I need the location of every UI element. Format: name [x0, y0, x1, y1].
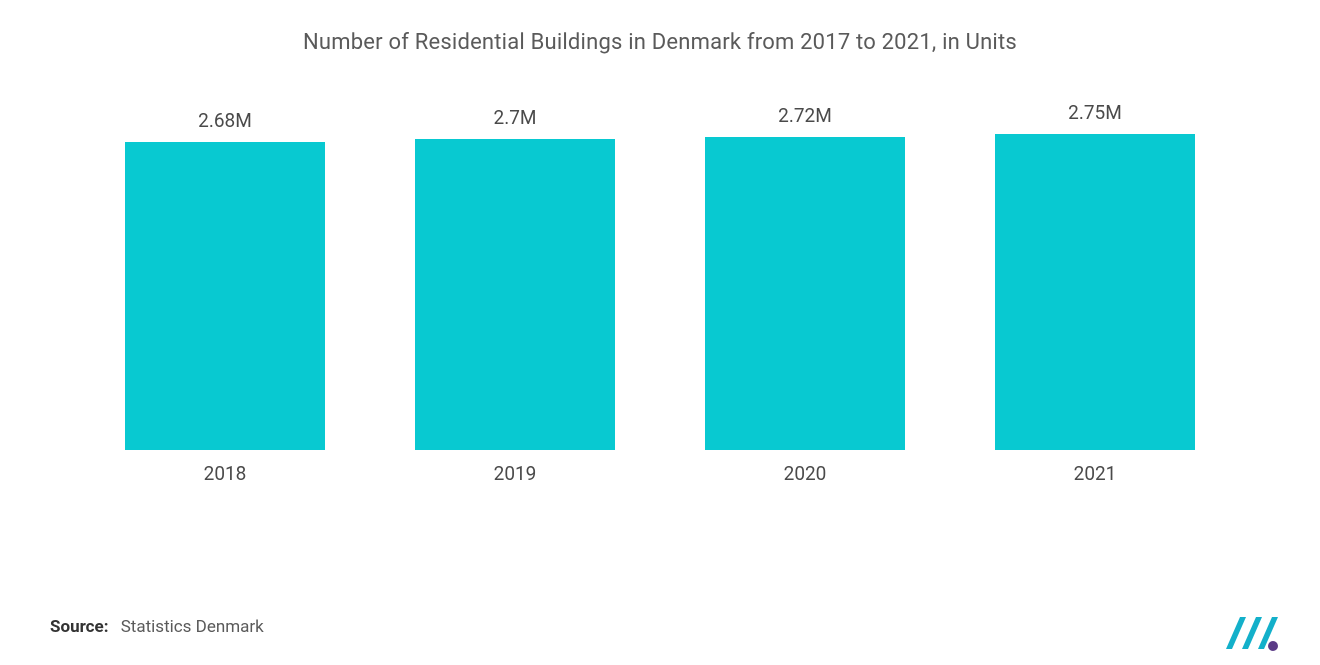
bar-category-label: 2020 — [784, 462, 827, 485]
source-line: Source: Statistics Denmark — [50, 617, 264, 637]
logo-bar-1 — [1226, 617, 1246, 649]
source-text: Statistics Denmark — [121, 617, 264, 637]
bar-category-label: 2021 — [1074, 462, 1117, 485]
logo-dot — [1268, 641, 1278, 651]
bar-category-label: 2018 — [204, 462, 247, 485]
bar-rect — [125, 142, 325, 450]
bar-rect — [995, 134, 1195, 450]
bar-rect — [705, 137, 905, 450]
bars-row: 2.68M 2018 2.7M 2019 2.72M 2020 2.75M 20… — [50, 125, 1270, 485]
chart-title: Number of Residential Buildings in Denma… — [50, 30, 1270, 55]
logo-bar-2 — [1242, 617, 1262, 649]
bar-group-0: 2.68M 2018 — [125, 109, 325, 485]
bar-group-1: 2.7M 2019 — [415, 106, 615, 485]
bar-group-3: 2.75M 2021 — [995, 101, 1195, 485]
bar-value-label: 2.75M — [1068, 101, 1122, 124]
bar-rect — [415, 139, 615, 450]
bar-value-label: 2.72M — [778, 104, 832, 127]
bar-value-label: 2.7M — [494, 106, 537, 129]
bar-category-label: 2019 — [494, 462, 537, 485]
source-label: Source: — [50, 617, 108, 637]
bar-group-2: 2.72M 2020 — [705, 104, 905, 485]
bar-value-label: 2.68M — [198, 109, 252, 132]
chart-container: Number of Residential Buildings in Denma… — [0, 0, 1320, 665]
brand-logo-icon — [1224, 609, 1280, 653]
